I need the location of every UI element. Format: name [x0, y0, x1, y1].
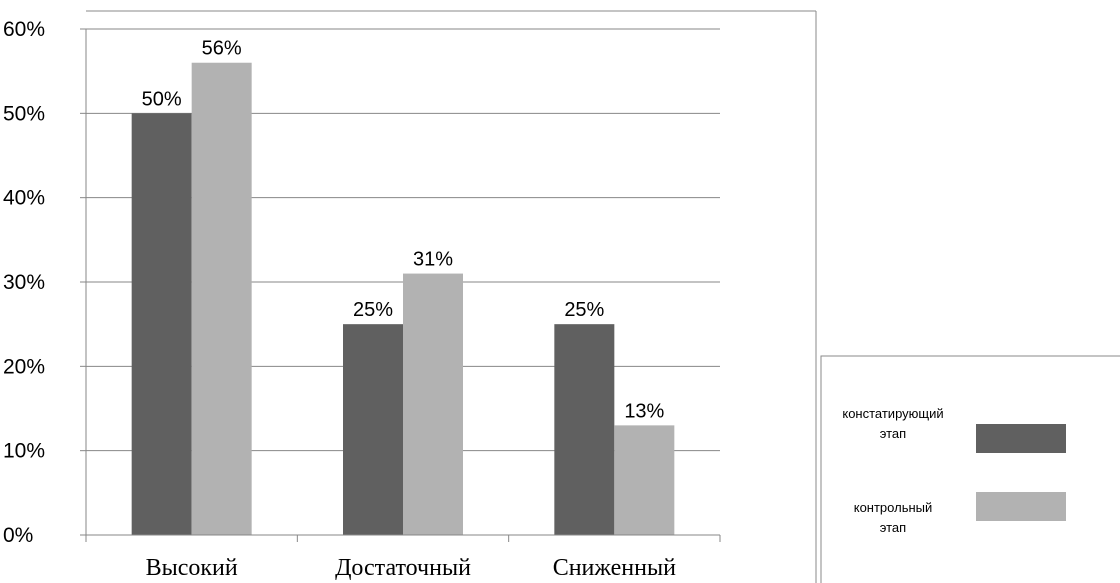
data-label: 25% — [353, 299, 393, 321]
y-tick-label: 10% — [3, 440, 45, 463]
bars — [131, 62, 675, 535]
legend-label: констатирующий — [842, 406, 943, 421]
legend-swatch — [976, 492, 1066, 521]
data-label: 25% — [564, 299, 604, 321]
x-tick-label: Достаточный — [335, 555, 471, 581]
legend: констатирующий этап контрольный этап — [820, 355, 1120, 583]
y-tick-label: 0% — [3, 524, 33, 547]
bar — [343, 324, 403, 535]
data-label: 13% — [624, 400, 664, 422]
bar — [403, 273, 463, 535]
bar — [554, 324, 615, 535]
data-label: 56% — [202, 38, 242, 60]
x-tick-label: Высокий — [146, 555, 238, 581]
legend-box — [820, 355, 1120, 583]
y-tick-label: 20% — [3, 355, 45, 378]
y-tick-label: 50% — [3, 102, 45, 125]
bar — [614, 425, 675, 535]
y-tick-label: 60% — [3, 18, 45, 41]
data-label: 50% — [142, 88, 182, 110]
y-tick-label: 40% — [3, 187, 45, 210]
legend-label: этап — [880, 426, 906, 441]
y-tick-label: 30% — [3, 271, 45, 294]
legend-swatch — [976, 424, 1066, 453]
x-tick-label: Сниженный — [553, 555, 676, 581]
bar — [191, 62, 252, 535]
bar — [131, 113, 192, 535]
legend-label: контрольный — [854, 500, 933, 515]
legend-label: этап — [880, 520, 906, 535]
data-labels: 50% 56% 25% 31% 25% 13% — [142, 38, 665, 423]
axes: 0% 10% 20% 30% 40% 50% 60% Высокий Достаточный Сн… — [3, 18, 721, 581]
data-label: 31% — [413, 249, 453, 271]
